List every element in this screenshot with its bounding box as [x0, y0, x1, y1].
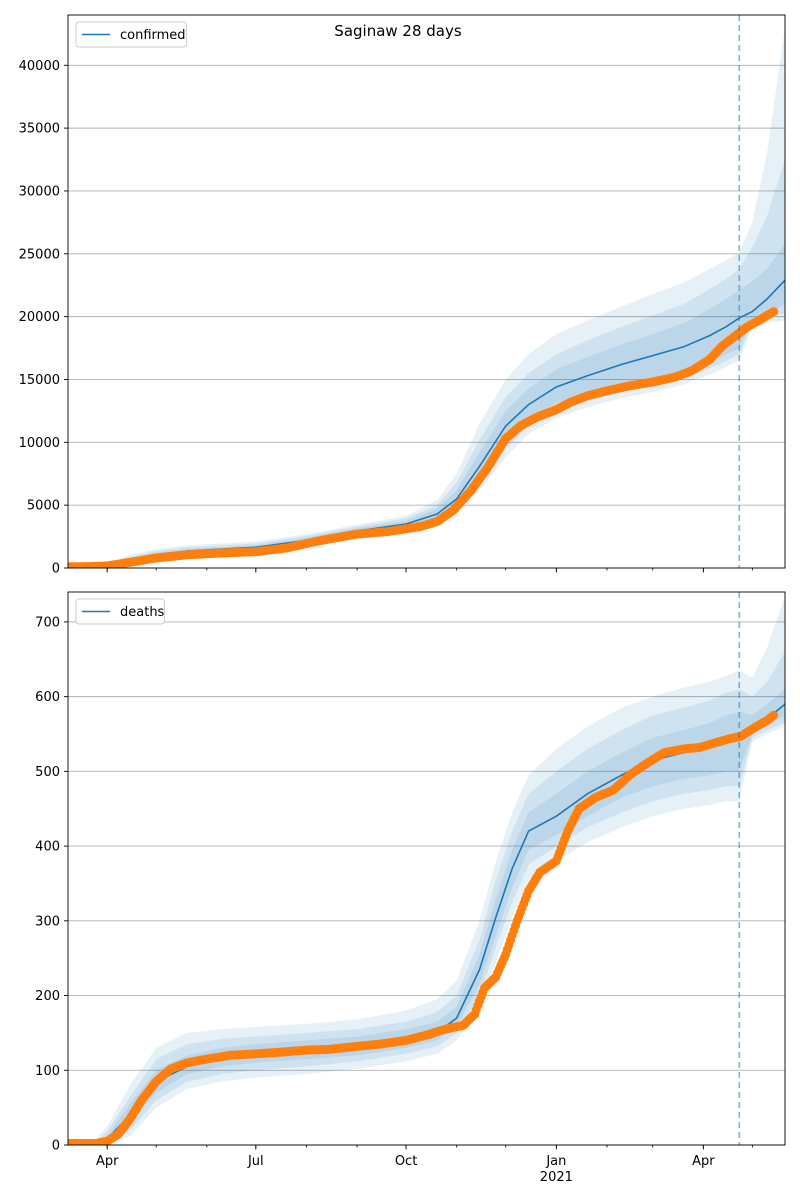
legend-label: deaths [120, 605, 165, 620]
x-tick-label: Apr [692, 1154, 715, 1169]
y-tick-label: 500 [35, 765, 60, 780]
y-tick-label: 35000 [19, 122, 60, 137]
plot-area [68, 595, 785, 1145]
uncertainty-band [68, 159, 785, 568]
y-tick-label: 400 [35, 840, 60, 855]
legend-label: confirmed [120, 28, 186, 43]
y-tick-label: 200 [35, 989, 60, 1004]
axes-frame [67, 591, 786, 1146]
y-tick-label: 100 [35, 1064, 60, 1079]
legend-box [75, 598, 165, 625]
y-tick-label: 20000 [19, 310, 60, 325]
legend: deaths [75, 598, 165, 625]
y-tick-label: 25000 [19, 247, 60, 262]
uncertainty-band [68, 689, 785, 1145]
uncertainty-band [68, 27, 785, 568]
y-tick-label: 700 [35, 615, 60, 630]
y-tick-label: 0 [52, 562, 60, 577]
y-tick-label: 5000 [27, 499, 60, 514]
observed-point [769, 710, 779, 720]
y-tick-label: 600 [35, 690, 60, 705]
x-tick-label: Jul [247, 1154, 264, 1169]
x-tick-label: Jan [545, 1154, 566, 1169]
figure-title: Saginaw 28 days [334, 22, 462, 40]
y-tick-label: 0 [52, 1139, 60, 1154]
y-tick-label: 10000 [19, 436, 60, 451]
confirmed-panel: 0 5000 10000 15000 20000 25000 30000 35000 40000… [19, 14, 786, 577]
legend-box [75, 21, 188, 48]
uncertainty-band [68, 651, 785, 1145]
uncertainty-band [68, 595, 785, 1145]
x-tick-label: Oct [395, 1154, 417, 1169]
y-tick-label: 30000 [19, 184, 60, 199]
x-tick-label: Apr [96, 1154, 119, 1169]
legend: confirmed [75, 21, 188, 48]
plot-area [68, 27, 785, 568]
axes-frame [67, 14, 786, 569]
y-tick-label: 15000 [19, 373, 60, 388]
x-tick-sublabel: 2021 [540, 1170, 573, 1185]
y-tick-label: 40000 [19, 59, 60, 74]
y-tick-label: 300 [35, 914, 60, 929]
observed-point [769, 307, 779, 317]
